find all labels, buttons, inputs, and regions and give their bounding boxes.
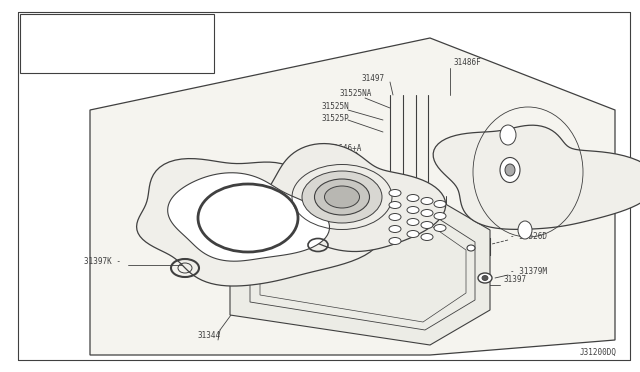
Text: 31362MA: 31362MA xyxy=(202,186,234,195)
Ellipse shape xyxy=(389,214,401,221)
Ellipse shape xyxy=(324,186,360,208)
Ellipse shape xyxy=(478,273,492,283)
Ellipse shape xyxy=(407,218,419,225)
Text: - 31526D: - 31526D xyxy=(510,231,547,241)
Ellipse shape xyxy=(389,202,401,208)
Ellipse shape xyxy=(421,221,433,228)
Text: 31397: 31397 xyxy=(503,276,526,285)
Ellipse shape xyxy=(407,231,419,237)
Polygon shape xyxy=(168,173,330,261)
Ellipse shape xyxy=(407,206,419,214)
Text: - 31379M: - 31379M xyxy=(510,267,547,276)
Text: 31344: 31344 xyxy=(198,330,221,340)
Text: RESPECTIVE PART CODE BELONGS.: RESPECTIVE PART CODE BELONGS. xyxy=(34,49,143,54)
Ellipse shape xyxy=(500,125,516,145)
Ellipse shape xyxy=(421,209,433,217)
Ellipse shape xyxy=(434,201,446,208)
Polygon shape xyxy=(433,125,640,230)
Text: 31525P: 31525P xyxy=(322,113,349,122)
Text: 3L411E: 3L411E xyxy=(295,154,323,163)
Ellipse shape xyxy=(389,189,401,196)
Ellipse shape xyxy=(407,195,419,202)
Ellipse shape xyxy=(421,198,433,205)
Text: NOTE: COMPONENT PARTS OF 31397K ARE: NOTE: COMPONENT PARTS OF 31397K ARE xyxy=(26,27,157,32)
Ellipse shape xyxy=(389,225,401,232)
Ellipse shape xyxy=(314,179,369,215)
Ellipse shape xyxy=(434,224,446,231)
Ellipse shape xyxy=(500,157,520,183)
Ellipse shape xyxy=(518,221,532,239)
Ellipse shape xyxy=(302,171,382,223)
Text: J31200DQ: J31200DQ xyxy=(580,347,617,356)
Text: LISTED IN THE SECTION IN WHICH: LISTED IN THE SECTION IN WHICH xyxy=(42,38,154,43)
Text: 31525NA: 31525NA xyxy=(340,89,372,97)
Text: 31397K -: 31397K - xyxy=(84,257,121,266)
Text: 31497: 31497 xyxy=(362,74,385,83)
Polygon shape xyxy=(136,158,381,286)
Text: 31486F: 31486F xyxy=(453,58,481,67)
Ellipse shape xyxy=(434,212,446,219)
Polygon shape xyxy=(90,38,615,355)
FancyBboxPatch shape xyxy=(20,14,214,73)
Ellipse shape xyxy=(389,237,401,244)
Polygon shape xyxy=(264,144,445,251)
Text: 31362M: 31362M xyxy=(258,173,285,183)
Ellipse shape xyxy=(467,245,475,251)
Ellipse shape xyxy=(482,276,488,280)
Text: 31525N: 31525N xyxy=(322,102,349,110)
Ellipse shape xyxy=(505,164,515,176)
Ellipse shape xyxy=(421,234,433,241)
Text: 31646+A: 31646+A xyxy=(330,144,362,153)
Polygon shape xyxy=(230,195,490,345)
